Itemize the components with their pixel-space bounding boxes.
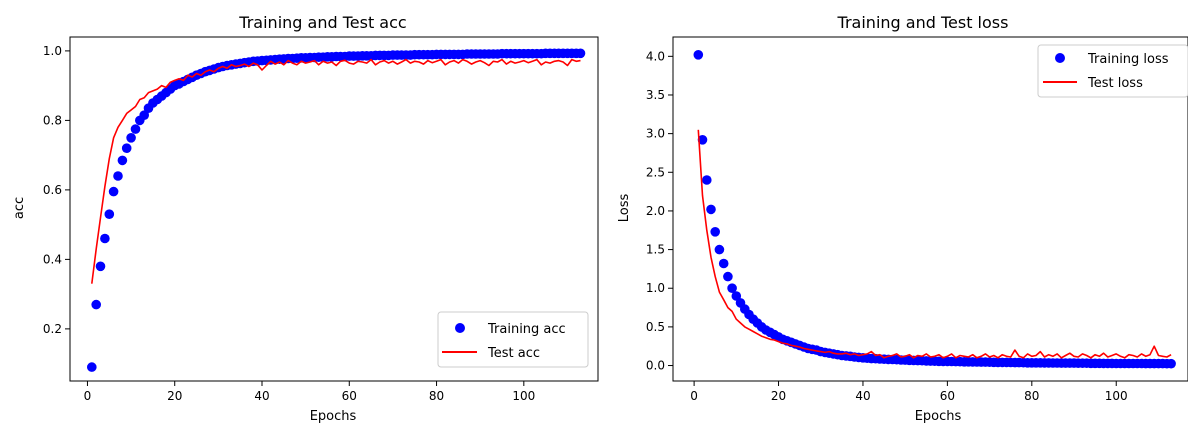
legend-marker-training-loss <box>1055 53 1065 63</box>
series-line-test-acc <box>91 58 581 284</box>
data-point <box>693 50 704 60</box>
chart-title: Training and Test loss <box>837 13 1009 32</box>
y-axis-label: acc <box>12 197 27 219</box>
series-markers-training-acc <box>87 48 586 372</box>
y-tick-label: 1.5 <box>646 243 665 257</box>
series-markers-training-loss <box>693 50 1176 369</box>
x-tick-label: 40 <box>855 389 870 403</box>
x-tick-label: 100 <box>1105 389 1128 403</box>
accuracy-chart: Training and Test acc Epochs acc 0 20 40 60… <box>12 13 599 424</box>
chart-legend: Training loss Test loss <box>1037 44 1188 98</box>
data-point <box>723 271 733 282</box>
x-tick-label: 60 <box>940 389 955 403</box>
series-line-test-loss <box>697 129 1172 359</box>
loss-chart: Training and Test loss Epochs Loss 0 20 40… <box>617 13 1188 424</box>
data-point <box>100 233 110 244</box>
y-tick-label: 4.0 <box>646 49 665 63</box>
y-tick-label: 1.0 <box>43 44 62 58</box>
x-tick-label: 80 <box>429 389 444 403</box>
x-tick-label: 20 <box>771 389 786 403</box>
y-tick-label: 3.0 <box>646 127 665 141</box>
data-point <box>718 258 729 269</box>
data-point <box>575 48 586 59</box>
y-tick-label: 2.5 <box>646 165 665 179</box>
data-point <box>706 204 716 215</box>
x-axis-label: Epochs <box>915 409 962 424</box>
y-tick-label: 2.0 <box>646 204 665 218</box>
chart-title: Training and Test acc <box>238 13 406 32</box>
y-tick-label: 0.8 <box>43 113 62 127</box>
data-point <box>702 175 712 185</box>
data-point <box>731 291 742 301</box>
data-point <box>714 244 725 255</box>
x-tick-label: 20 <box>167 389 182 403</box>
data-point <box>130 124 141 134</box>
y-tick-label: 3.5 <box>646 88 665 102</box>
legend-marker-training-acc <box>455 323 465 333</box>
data-point <box>95 261 106 272</box>
y-tick-label: 0.0 <box>646 359 665 373</box>
y-tick-label: 0.2 <box>43 322 62 336</box>
y-tick-label: 0.4 <box>43 252 62 266</box>
legend-label-training-loss: Training loss <box>1087 52 1169 67</box>
data-point <box>727 283 737 294</box>
y-tick-label: 0.5 <box>646 320 665 334</box>
y-tick-label: 0.6 <box>43 183 62 197</box>
chart-legend: Training acc Test acc <box>437 311 589 368</box>
x-tick-label: 40 <box>254 389 269 403</box>
y-axis-label: Loss <box>617 194 632 223</box>
data-point <box>121 143 132 153</box>
data-point <box>113 171 123 181</box>
x-tick-label: 0 <box>84 389 92 403</box>
data-point <box>87 362 97 372</box>
legend-box <box>1037 44 1188 98</box>
data-point <box>108 186 119 197</box>
plot-frame <box>69 36 599 382</box>
x-axis-label: Epochs <box>310 409 357 424</box>
data-point <box>126 133 136 143</box>
x-tick-label: 100 <box>512 389 535 403</box>
data-point <box>117 155 128 166</box>
data-point <box>91 299 101 310</box>
data-point <box>1166 358 1176 369</box>
legend-label-training-acc: Training acc <box>487 322 566 337</box>
x-tick-label: 60 <box>342 389 357 403</box>
legend-label-test-acc: Test acc <box>487 346 540 361</box>
plot-frame <box>672 36 1188 382</box>
x-tick-label: 0 <box>690 389 698 403</box>
y-tick-label: 1.0 <box>646 281 665 295</box>
data-point <box>697 135 708 145</box>
data-point <box>104 209 115 219</box>
data-point <box>710 227 720 237</box>
data-point <box>139 110 149 120</box>
x-tick-label: 80 <box>1024 389 1039 403</box>
legend-label-test-loss: Test loss <box>1087 76 1143 91</box>
legend-box <box>437 311 589 368</box>
